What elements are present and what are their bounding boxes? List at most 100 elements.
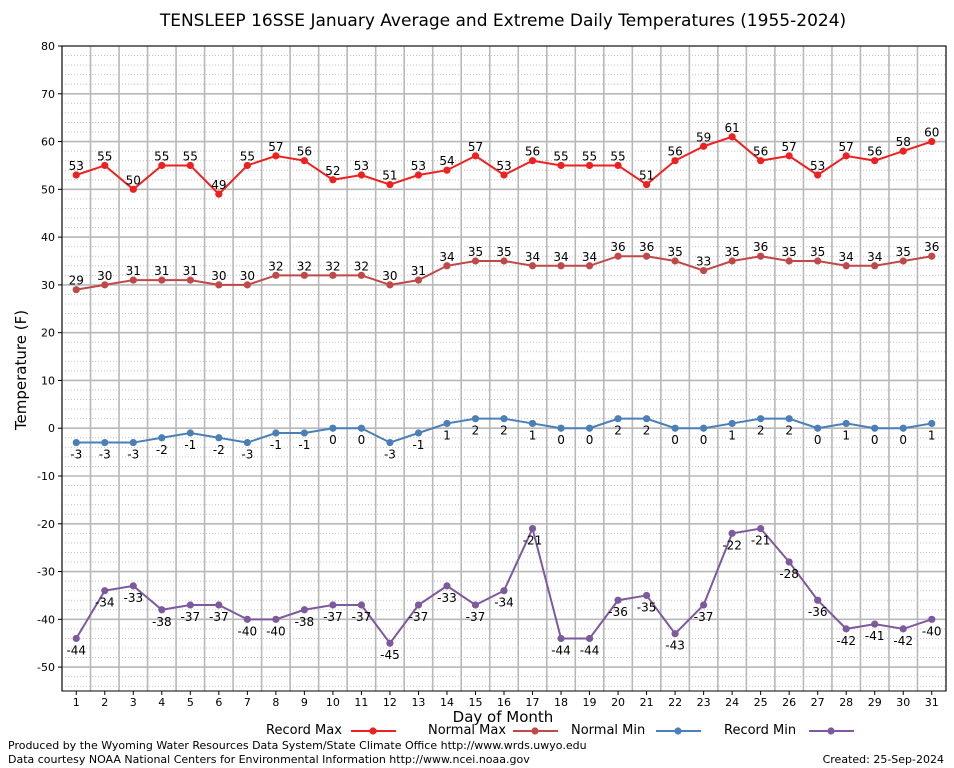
data-label: -34 — [494, 596, 514, 610]
x-tick-label: 26 — [782, 696, 796, 709]
chart-title: TENSLEEP 16SSE January Average and Extre… — [159, 11, 846, 31]
data-point — [357, 171, 366, 179]
data-label: -21 — [523, 534, 543, 548]
data-point — [671, 157, 679, 165]
data-point — [500, 587, 508, 595]
data-label: 2 — [614, 424, 622, 438]
data-point — [129, 185, 137, 193]
data-point — [528, 262, 537, 270]
data-point — [443, 166, 451, 174]
data-label: -37 — [209, 610, 229, 624]
x-tick-label: 19 — [583, 696, 597, 709]
data-label: 35 — [810, 245, 825, 259]
data-point — [671, 257, 679, 265]
data-point — [728, 133, 736, 141]
data-point — [700, 142, 708, 150]
data-label: -3 — [384, 448, 396, 462]
data-label: 32 — [297, 259, 312, 273]
data-point — [585, 161, 594, 170]
data-label: -37 — [352, 610, 372, 624]
data-point — [272, 429, 280, 437]
data-point — [785, 415, 793, 423]
data-label: -44 — [551, 643, 571, 657]
data-label: 36 — [639, 240, 654, 254]
data-point — [357, 601, 366, 609]
data-point — [642, 415, 651, 423]
data-label: 31 — [183, 264, 198, 278]
data-label: 0 — [557, 433, 565, 447]
data-point — [500, 257, 508, 265]
data-point — [585, 634, 594, 643]
data-point — [414, 171, 423, 179]
data-point — [871, 157, 879, 165]
data-label: 35 — [724, 245, 739, 259]
data-point — [243, 161, 251, 170]
data-label: 35 — [496, 245, 511, 259]
legend-marker — [674, 727, 682, 735]
data-point — [700, 601, 708, 609]
data-point — [471, 257, 480, 265]
data-point — [101, 161, 109, 170]
data-point — [671, 424, 679, 432]
data-point — [386, 281, 394, 289]
data-label: -34 — [95, 596, 115, 610]
legend-marker — [827, 727, 835, 735]
y-tick-label: 20 — [41, 327, 55, 340]
data-point — [300, 429, 308, 437]
data-point — [300, 271, 308, 279]
data-point — [785, 257, 793, 265]
data-label: -45 — [380, 648, 400, 662]
data-point — [928, 252, 936, 260]
data-point — [158, 276, 166, 284]
data-label: 1 — [928, 428, 936, 442]
data-label: -37 — [466, 610, 486, 624]
data-point — [129, 582, 137, 590]
data-label: -1 — [298, 438, 310, 452]
data-label: -37 — [323, 610, 343, 624]
data-label: -33 — [437, 591, 457, 605]
data-label: 59 — [696, 130, 711, 144]
x-tick-label: 27 — [811, 696, 825, 709]
x-axis-ticks: 1 2 3 4 5 6 7 8 9 10 11 12 13 14 15 16 17 18 19 20 21 22 23 24 2… — [73, 691, 939, 709]
x-tick-label: 9 — [301, 696, 308, 709]
x-tick-label: 29 — [868, 696, 882, 709]
y-tick-label: -40 — [37, 613, 55, 626]
data-label: 56 — [867, 145, 882, 159]
data-point — [243, 438, 251, 447]
data-label: -2 — [213, 443, 225, 457]
legend-label: Normal Max — [428, 723, 506, 738]
data-point — [300, 157, 308, 165]
data-point — [300, 606, 308, 614]
data-point — [557, 634, 565, 643]
data-label: 36 — [610, 240, 625, 254]
x-tick-label: 28 — [839, 696, 853, 709]
data-label: 54 — [439, 154, 454, 168]
x-tick-label: 15 — [468, 696, 482, 709]
data-label: -40 — [266, 624, 286, 638]
y-tick-label: 0 — [48, 422, 55, 435]
x-tick-label: 13 — [411, 696, 425, 709]
data-label: -41 — [865, 629, 885, 643]
data-label: 30 — [97, 269, 112, 283]
data-point — [500, 171, 508, 179]
data-point — [899, 424, 907, 432]
data-label: 51 — [382, 169, 397, 183]
data-label: 57 — [839, 140, 854, 154]
data-label: 56 — [297, 145, 312, 159]
data-point — [671, 630, 679, 638]
data-label: -2 — [156, 443, 168, 457]
y-tick-label: 60 — [41, 136, 55, 149]
data-point — [443, 262, 451, 270]
data-point — [757, 524, 765, 533]
data-point — [72, 438, 80, 447]
x-tick-label: 2 — [101, 696, 108, 709]
data-label: 0 — [871, 433, 879, 447]
data-label: 2 — [500, 424, 508, 438]
data-label: 2 — [643, 424, 651, 438]
data-label: 34 — [525, 250, 540, 264]
data-point — [528, 157, 537, 165]
y-axis-label: Temperature (F) — [12, 310, 30, 431]
data-label: 56 — [753, 145, 768, 159]
y-tick-label: -20 — [37, 518, 55, 531]
data-label: -36 — [808, 605, 828, 619]
